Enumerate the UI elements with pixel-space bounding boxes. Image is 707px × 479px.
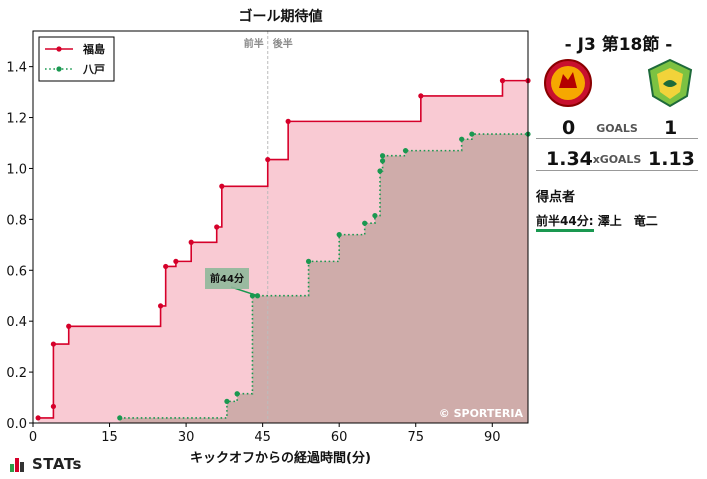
scorers-title: 得点者 xyxy=(536,190,576,205)
series-0-point-9 xyxy=(219,183,225,189)
match-panel: - J3 第18節 - 0 GOALS 1 1.34 xGOALS 1.13 得… xyxy=(530,0,707,479)
series-1-point-14 xyxy=(469,131,475,137)
series-0-point-7 xyxy=(188,239,194,245)
goals-label: GOALS xyxy=(596,122,638,135)
series-0-point-13 xyxy=(499,78,506,84)
legend-label: 福島 xyxy=(82,42,105,56)
series-1-point-11 xyxy=(379,153,386,159)
xgoals-label: xGOALS xyxy=(592,153,642,166)
series-1-point-1 xyxy=(224,398,230,404)
xgoals-row: 1.34 xGOALS 1.13 xyxy=(536,148,698,172)
fukushima-crest-icon xyxy=(543,58,593,108)
y-axis: 0.0 0.2 0.4 0.6 0.8 1.0 1.2 1.4 xyxy=(6,61,33,432)
x-tick-label: 0 xyxy=(29,430,37,445)
series-0-point-6 xyxy=(173,258,179,264)
series-0-point-2 xyxy=(50,341,57,347)
x-axis: 0 15 30 45 60 75 90 xyxy=(29,423,501,445)
bar-chart-icon xyxy=(10,458,28,472)
x-tick-label: 45 xyxy=(254,430,271,445)
series-1-point-9 xyxy=(377,168,383,174)
divider xyxy=(536,170,698,171)
goals-row: 0 GOALS 1 xyxy=(536,117,698,141)
series-fills xyxy=(38,80,529,424)
home-goals: 0 xyxy=(562,117,576,139)
watermark: © SPORTERIA xyxy=(439,407,524,420)
series-fill-0 xyxy=(38,80,529,424)
scorer-item: 前半44分: 澤上 竜二 xyxy=(536,212,658,232)
chart-title: ゴール期待値 xyxy=(239,8,323,25)
series-0-point-8 xyxy=(214,224,220,230)
series-1-point-0 xyxy=(117,415,123,421)
away-goals: 1 xyxy=(664,117,678,139)
series-0-point-4 xyxy=(157,303,164,309)
series-fill-1 xyxy=(119,134,529,423)
x-tick-label: 75 xyxy=(407,430,424,445)
divider xyxy=(536,138,698,139)
series-1-point-13 xyxy=(459,136,465,142)
series-1-point-7 xyxy=(362,220,368,226)
y-tick-label: 0.8 xyxy=(6,213,27,228)
halftime-second-label: 後半 xyxy=(273,37,293,50)
series-1-point-2 xyxy=(234,391,240,397)
legend-marker xyxy=(56,66,62,72)
halftime-marker: 前半 後半 xyxy=(244,31,293,423)
series-line-1 xyxy=(119,133,528,419)
series-1-point-5 xyxy=(305,258,312,264)
brand-name: STATs xyxy=(32,455,82,473)
x-tick-label: 30 xyxy=(178,430,195,445)
series-0-point-12 xyxy=(418,93,424,99)
y-tick-label: 0.6 xyxy=(6,264,27,279)
series-1-point-12 xyxy=(402,148,409,154)
goal-annotation-label: 前44分 xyxy=(210,272,244,285)
series-0-point-5 xyxy=(163,263,169,270)
series-0-point-3 xyxy=(66,323,72,329)
y-tick-label: 1.2 xyxy=(6,112,27,127)
series-0-point-11 xyxy=(285,118,291,124)
match-title: - J3 第18節 - xyxy=(564,35,673,55)
x-tick-label: 60 xyxy=(331,430,348,445)
y-tick-label: 1.0 xyxy=(6,162,27,177)
y-tick-label: 1.4 xyxy=(6,61,27,76)
legend-label: 八戸 xyxy=(82,63,105,76)
x-tick-label: 90 xyxy=(484,430,501,445)
scorer-name: 澤上 竜二 xyxy=(597,214,658,228)
series-1-point-8 xyxy=(372,212,378,219)
series-0-point-10 xyxy=(265,156,271,163)
goal-annotation: 前44分 xyxy=(205,268,258,297)
legend-marker xyxy=(56,46,62,52)
series-0-point-1 xyxy=(50,403,57,410)
home-xg: 1.34 xyxy=(546,148,593,170)
x-axis-label: キックオフからの経過時間(分) xyxy=(190,450,371,466)
y-tick-label: 0.2 xyxy=(6,366,27,381)
series-1-point-6 xyxy=(336,232,342,238)
away-xg: 1.13 xyxy=(648,148,695,170)
y-tick-label: 0.0 xyxy=(6,417,27,432)
plot-frame xyxy=(32,30,529,424)
scorer-time: 前半44分: xyxy=(536,214,594,232)
x-tick-label: 15 xyxy=(101,430,118,445)
series-0-point-0 xyxy=(35,415,41,421)
series-1-point-10 xyxy=(379,158,386,164)
y-tick-label: 0.4 xyxy=(6,315,27,330)
hachinohe-crest-icon xyxy=(645,58,695,108)
halftime-first-label: 前半 xyxy=(244,37,264,50)
